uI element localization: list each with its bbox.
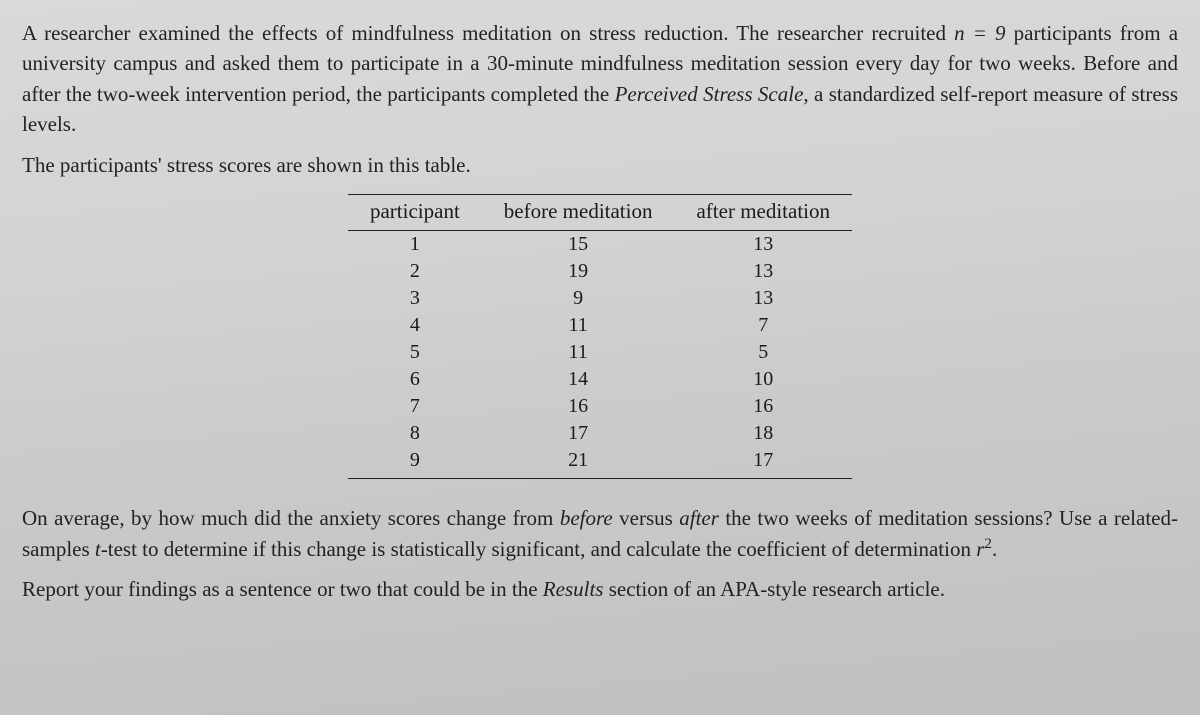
text-after: after bbox=[679, 506, 719, 530]
cell-participant: 9 bbox=[348, 447, 482, 479]
cell-participant: 7 bbox=[348, 393, 482, 420]
cell-participant: 3 bbox=[348, 285, 482, 312]
text-squared: 2 bbox=[984, 536, 992, 552]
col-after: after meditation bbox=[674, 195, 852, 231]
expr-n-equals-9: n = 9 bbox=[954, 21, 1005, 45]
paragraph-question-1: On average, by how much did the anxiety … bbox=[22, 503, 1178, 564]
text-before: before bbox=[560, 506, 613, 530]
cell-participant: 5 bbox=[348, 339, 482, 366]
table-row: 3 9 13 bbox=[348, 285, 852, 312]
table-row: 9 21 17 bbox=[348, 447, 852, 479]
cell-participant: 6 bbox=[348, 366, 482, 393]
cell-before: 17 bbox=[482, 420, 675, 447]
table-row: 2 19 13 bbox=[348, 258, 852, 285]
table-row: 4 11 7 bbox=[348, 312, 852, 339]
cell-before: 11 bbox=[482, 312, 675, 339]
paragraph-table-lead: The participants' stress scores are show… bbox=[22, 150, 1178, 180]
cell-participant: 2 bbox=[348, 258, 482, 285]
table-row: 1 15 13 bbox=[348, 231, 852, 259]
cell-after: 16 bbox=[674, 393, 852, 420]
cell-after: 13 bbox=[674, 285, 852, 312]
cell-after: 13 bbox=[674, 258, 852, 285]
table-header-row: participant before meditation after medi… bbox=[348, 195, 852, 231]
text-q2b: section of an APA-style research article… bbox=[603, 577, 945, 601]
table-container: participant before meditation after medi… bbox=[22, 194, 1178, 479]
paragraph-intro: A researcher examined the effects of min… bbox=[22, 18, 1178, 140]
cell-participant: 8 bbox=[348, 420, 482, 447]
text-table-lead: The participants' stress scores are show… bbox=[22, 153, 471, 177]
cell-before: 19 bbox=[482, 258, 675, 285]
table-row: 8 17 18 bbox=[348, 420, 852, 447]
text-pss: Perceived Stress Scale bbox=[615, 82, 804, 106]
cell-after: 18 bbox=[674, 420, 852, 447]
text-q1e: . bbox=[992, 537, 997, 561]
cell-participant: 1 bbox=[348, 231, 482, 259]
stress-scores-table: participant before meditation after medi… bbox=[348, 194, 852, 479]
table-row: 7 16 16 bbox=[348, 393, 852, 420]
cell-after: 17 bbox=[674, 447, 852, 479]
cell-after: 13 bbox=[674, 231, 852, 259]
cell-before: 14 bbox=[482, 366, 675, 393]
text-results: Results bbox=[543, 577, 604, 601]
text-intro-a: A researcher examined the effects of min… bbox=[22, 21, 954, 45]
cell-before: 21 bbox=[482, 447, 675, 479]
cell-before: 11 bbox=[482, 339, 675, 366]
cell-before: 9 bbox=[482, 285, 675, 312]
cell-participant: 4 bbox=[348, 312, 482, 339]
col-participant: participant bbox=[348, 195, 482, 231]
table-row: 5 11 5 bbox=[348, 339, 852, 366]
col-before: before meditation bbox=[482, 195, 675, 231]
text-q1d: -test to determine if this change is sta… bbox=[101, 537, 976, 561]
cell-before: 16 bbox=[482, 393, 675, 420]
paragraph-question-2: Report your findings as a sentence or tw… bbox=[22, 574, 1178, 604]
text-q2a: Report your findings as a sentence or tw… bbox=[22, 577, 543, 601]
text-q1a: On average, by how much did the anxiety … bbox=[22, 506, 560, 530]
table-row: 6 14 10 bbox=[348, 366, 852, 393]
cell-after: 7 bbox=[674, 312, 852, 339]
cell-after: 10 bbox=[674, 366, 852, 393]
cell-before: 15 bbox=[482, 231, 675, 259]
text-q1b: versus bbox=[613, 506, 680, 530]
cell-after: 5 bbox=[674, 339, 852, 366]
